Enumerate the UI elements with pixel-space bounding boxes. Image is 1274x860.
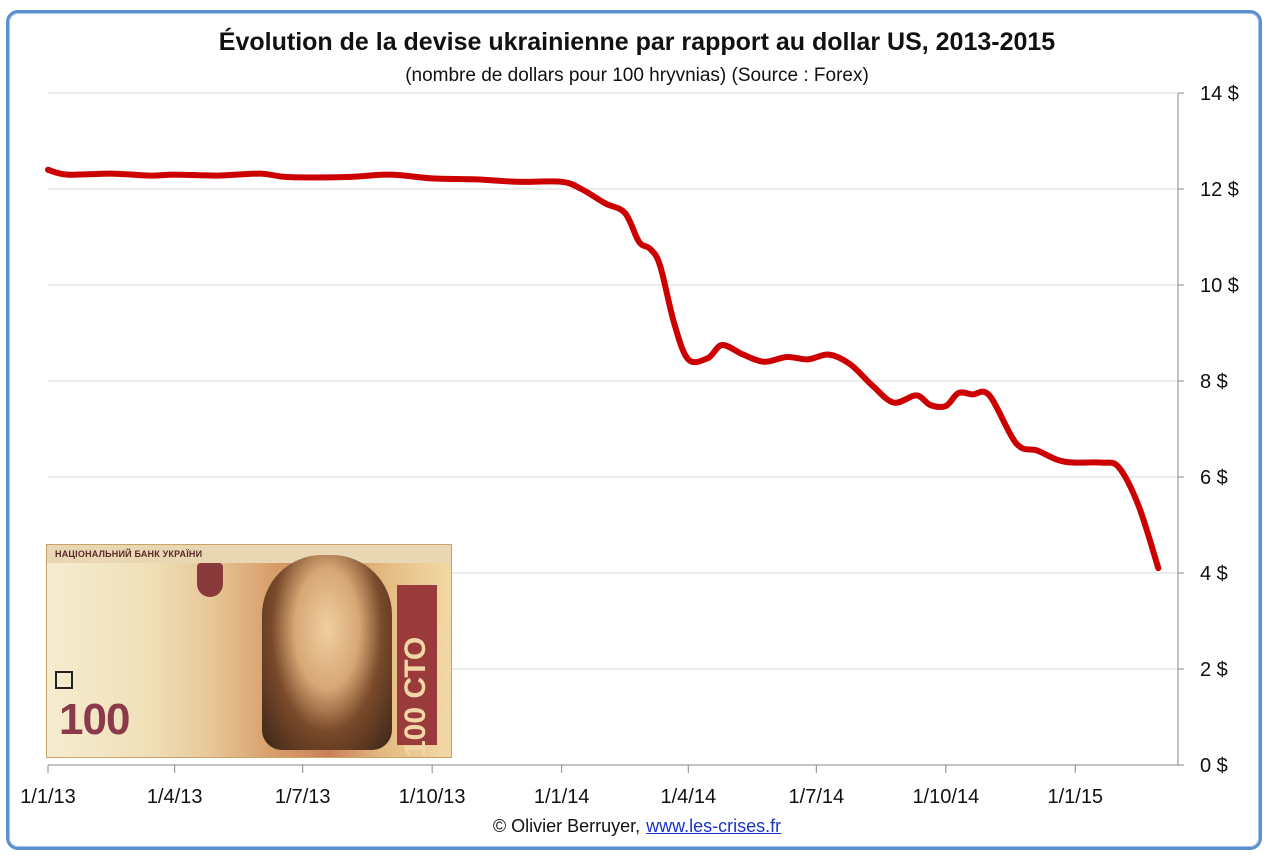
banknote-image: НАЦІОНАЛЬНИЙ БАНК УКРАЇНИ 100 100 СТО ГР… xyxy=(46,544,452,758)
y-tick-label: 12 $ xyxy=(1200,179,1239,201)
portrait-image xyxy=(262,555,392,750)
banknote-denomination: 100 xyxy=(59,695,130,744)
y-tick-label: 2 $ xyxy=(1200,659,1228,681)
x-tick-label: 1/1/14 xyxy=(534,786,590,808)
x-tick-label: 1/4/14 xyxy=(660,786,716,808)
x-tick-label: 1/10/14 xyxy=(912,786,979,808)
y-axis-ticks: 0 $ 2 $ 4 $ 6 $ 8 $ 10 $ 12 $ 14 $ xyxy=(1177,83,1239,777)
copyright-text: © Olivier Berruyer, xyxy=(492,816,641,836)
source-link[interactable]: www.les-crises.fr xyxy=(646,816,782,836)
x-tick-label: 1/1/15 xyxy=(1047,786,1103,808)
y-tick-label: 8 $ xyxy=(1200,371,1228,393)
x-axis-ticks: 1/1/13 1/4/13 1/7/13 1/10/13 1/1/14 1/4/14 1/7… xyxy=(20,764,1178,808)
y-tick-label: 6 $ xyxy=(1200,467,1228,489)
banknote-side-text: 100 СТО ГРИВЕНЬ xyxy=(399,613,452,757)
trident-shield-icon xyxy=(197,563,223,597)
y-tick-label: 10 $ xyxy=(1200,275,1239,297)
x-tick-label: 1/7/13 xyxy=(275,786,331,808)
square-mark-icon xyxy=(55,671,73,689)
banknote-side-band xyxy=(397,585,437,745)
y-tick-label: 4 $ xyxy=(1200,563,1228,585)
x-tick-label: 1/7/14 xyxy=(789,786,845,808)
chart-subtitle: (nombre de dollars pour 100 hryvnias) (S… xyxy=(405,65,869,86)
y-tick-label: 0 $ xyxy=(1200,755,1228,777)
x-tick-label: 1/4/13 xyxy=(147,786,203,808)
banknote-bank-label: НАЦІОНАЛЬНИЙ БАНК УКРАЇНИ xyxy=(55,549,203,559)
series-line xyxy=(45,166,1162,572)
footer-credit: © Olivier Berruyer, www.les-crises.fr xyxy=(0,816,1274,837)
y-tick-label: 14 $ xyxy=(1200,83,1239,105)
x-tick-label: 1/1/13 xyxy=(20,786,76,808)
x-tick-label: 1/10/13 xyxy=(399,786,466,808)
chart-title: Évolution de la devise ukrainienne par r… xyxy=(218,28,1056,56)
